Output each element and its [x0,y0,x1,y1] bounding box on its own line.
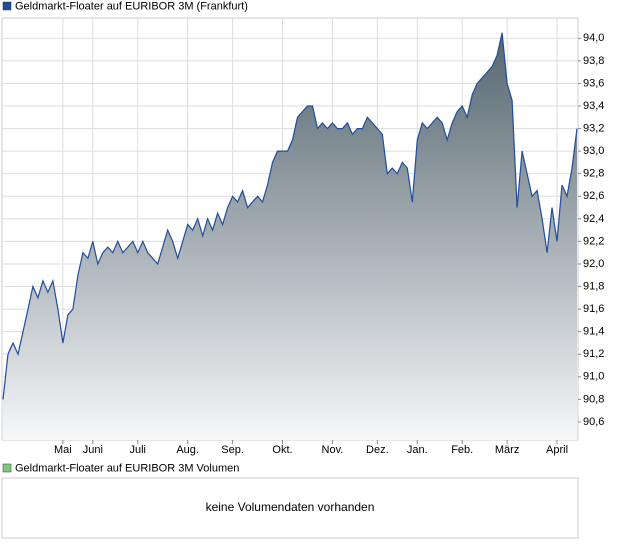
x-tick-label: Juni [83,444,103,456]
volume-swatch [2,463,12,473]
x-tick-label: Nov. [322,444,344,456]
y-tick-label: 91,8 [583,280,604,292]
area [3,32,577,440]
x-tick-label: Feb. [451,444,473,456]
y-tick-label: 92,2 [583,235,604,247]
y-tick-label: 93,4 [583,100,604,112]
x-tick-label: Jan. [407,444,428,456]
x-tick-label: März [495,444,519,456]
volume-frame [1,477,579,539]
x-tick-label: Mai [54,444,72,456]
volume-message: keine Volumendaten vorhanden [206,500,375,514]
y-tick-label: 92,8 [583,168,604,180]
legend-label: Geldmarkt-Floater auf EURIBOR 3M (Frankf… [15,0,248,12]
x-tick-label: Dez. [366,444,389,456]
y-tick-label: 90,8 [583,393,604,405]
y-tick-label: 94,0 [583,32,604,44]
volume-legend: Geldmarkt-Floater auf EURIBOR 3M Volumen [15,462,239,474]
y-tick-label: 91,6 [583,303,604,315]
y-tick-label: 93,2 [583,122,604,134]
y-tick-label: 92,4 [583,213,604,225]
y-tick-label: 91,0 [583,371,604,383]
y-tick-label: 91,2 [583,348,604,360]
legend-swatch [2,1,12,11]
line [2,32,578,400]
x-tick-label: Sep. [221,444,244,456]
y-tick-label: 93,8 [583,55,604,67]
y-tick-label: 93,6 [583,77,604,89]
x-tick-label: Okt. [272,444,292,456]
y-tick-label: 92,0 [583,258,604,270]
x-tick-label: Juli [130,444,147,456]
x-tick-label: April [546,444,568,456]
y-tick-label: 90,6 [583,416,604,428]
x-tick-label: Aug. [176,444,199,456]
y-tick-label: 93,0 [583,145,604,157]
y-tick-label: 92,6 [583,190,604,202]
y-tick-label: 91,4 [583,326,604,338]
